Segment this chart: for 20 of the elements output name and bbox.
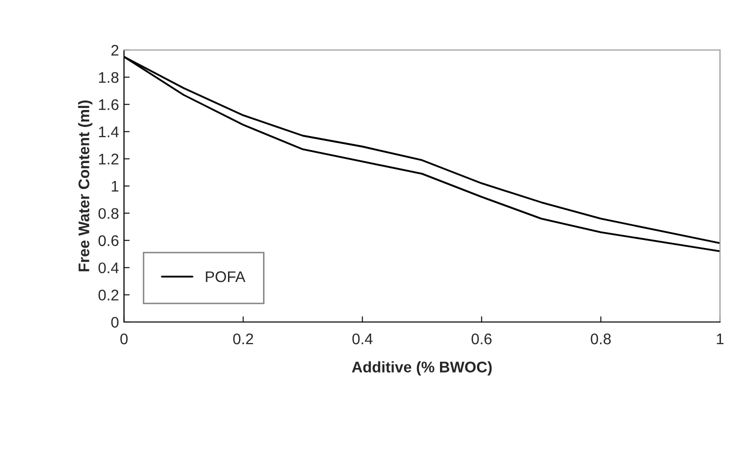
x-tick-label: 0.6 (472, 334, 492, 344)
x-tick-label: 0.4 (352, 334, 373, 344)
y-tick-label: 1.4 (99, 126, 119, 138)
y-tick-label: 0.4 (98, 262, 119, 274)
y-tick-label: 1.8 (99, 72, 118, 83)
y-tick-label: 0 (111, 316, 119, 328)
y-tick-label: 0.8 (98, 208, 118, 219)
y-tick-label: 2 (111, 44, 118, 56)
x-tick-label: 0.2 (233, 334, 254, 344)
y-tick-label: 0.2 (98, 290, 118, 300)
y-axis-title: Free Water Content (ml) (78, 100, 92, 272)
y-tick-label: 0.6 (98, 235, 118, 246)
y-tick-label: 1.2 (99, 154, 118, 164)
y-tick-label: 1.6 (99, 99, 118, 110)
x-tick-label: 0.8 (590, 334, 611, 344)
y-tick-label: 1 (112, 181, 118, 192)
x-tick-label: 1 (716, 334, 724, 344)
legend-label: POFA (206, 271, 246, 282)
x-axis-title: Additive (% BWOC) (352, 361, 492, 376)
x-tick-label: 0 (120, 334, 128, 344)
